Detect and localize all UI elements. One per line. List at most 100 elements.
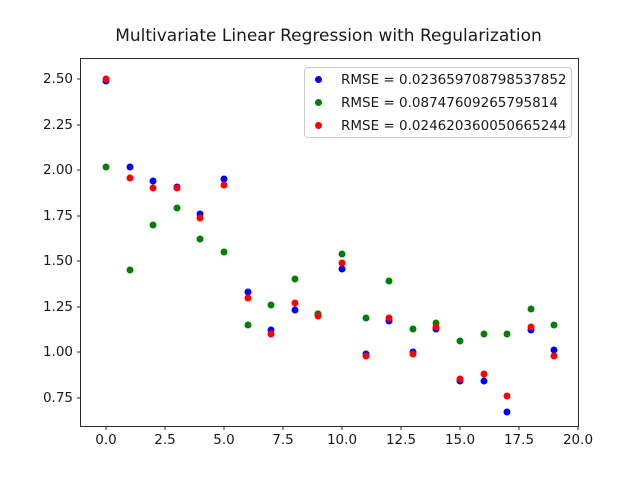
x-axis-tick-label: 12.5	[385, 432, 417, 448]
scatter-point-green	[432, 319, 440, 327]
legend-label: RMSE = 0.08747609265795814	[341, 94, 558, 111]
scatter-point-green	[196, 235, 204, 243]
scatter-point-green	[480, 330, 488, 338]
scatter-point-green	[102, 163, 110, 171]
scatter-point-green	[527, 305, 535, 313]
scatter-point-red	[291, 299, 299, 307]
x-axis-tick-mark	[341, 426, 343, 430]
scatter-point-blue	[291, 306, 299, 314]
scatter-point-red	[196, 214, 204, 222]
scatter-point-green	[244, 321, 252, 329]
scatter-point-red	[173, 184, 181, 192]
scatter-point-green	[338, 250, 346, 258]
y-axis-tick-mark	[77, 351, 81, 353]
scatter-point-green	[173, 204, 181, 212]
scatter-point-red	[102, 75, 110, 83]
x-axis-tick-label: 10.0	[326, 432, 358, 448]
y-axis-tick-label: 2.25	[42, 116, 73, 133]
legend-marker-blue-icon	[315, 76, 322, 83]
chart-title: Multivariate Linear Regression with Regu…	[115, 26, 542, 46]
x-axis-tick-mark	[105, 426, 107, 430]
scatter-point-red	[456, 375, 464, 383]
axes-frame: RMSE = 0.023659708798537852 RMSE = 0.087…	[43, 58, 593, 448]
y-axis-tick-mark	[77, 260, 81, 262]
scatter-point-red	[267, 330, 275, 338]
legend-item: RMSE = 0.023659708798537852	[311, 68, 571, 91]
legend: RMSE = 0.023659708798537852 RMSE = 0.087…	[304, 67, 572, 138]
x-axis-tick-mark	[400, 426, 402, 430]
x-axis-tick-label: 7.5	[272, 432, 294, 448]
scatter-point-blue	[267, 326, 275, 334]
scatter-point-red	[432, 323, 440, 331]
scatter-point-green	[550, 321, 558, 329]
scatter-point-red	[362, 352, 370, 360]
x-axis-tick-label: 15.0	[444, 432, 476, 448]
x-axis-tick-label: 5.0	[213, 432, 235, 448]
y-axis-tick-label: 1.75	[42, 207, 73, 224]
x-axis-tick-label: 20.0	[562, 432, 594, 448]
x-axis-tick-mark	[577, 426, 579, 430]
x-axis-tick-mark	[223, 426, 225, 430]
y-axis-tick-mark	[77, 397, 81, 399]
scatter-point-blue	[196, 210, 204, 218]
scatter-point-red	[126, 174, 134, 182]
scatter-point-red	[550, 352, 558, 360]
scatter-point-red	[409, 350, 417, 358]
y-axis-tick-label: 1.25	[42, 298, 73, 315]
scatter-point-blue	[338, 265, 346, 272]
scatter-point-red	[314, 312, 322, 320]
scatter-point-green	[149, 221, 157, 229]
scatter-point-red	[220, 181, 228, 189]
scatter-point-blue	[126, 163, 134, 171]
scatter-point-blue	[244, 288, 252, 296]
scatter-point-blue	[220, 175, 228, 183]
y-axis-tick-label: 1.50	[42, 253, 73, 270]
scatter-point-green	[220, 248, 228, 256]
y-axis-tick-label: 2.50	[42, 71, 73, 88]
y-axis-tick-label: 2.00	[42, 162, 73, 179]
y-axis-tick-label: 0.75	[42, 389, 73, 406]
scatter-point-green	[126, 266, 134, 274]
legend-label: RMSE = 0.023659708798537852	[341, 71, 567, 88]
x-axis-tick-label: 0.0	[95, 432, 117, 448]
scatter-point-green	[267, 301, 275, 309]
x-axis-tick-label: 17.5	[503, 432, 535, 448]
scatter-point-blue	[480, 377, 488, 385]
scatter-point-blue	[385, 317, 393, 325]
x-axis-tick-mark	[164, 426, 166, 430]
scatter-point-red	[149, 184, 157, 192]
scatter-point-red	[480, 370, 488, 378]
y-axis-tick-mark	[77, 169, 81, 171]
legend-item: RMSE = 0.08747609265795814	[311, 91, 571, 114]
y-axis-tick-mark	[77, 78, 81, 80]
x-axis-tick-label: 2.5	[154, 432, 176, 448]
scatter-point-blue	[527, 326, 535, 334]
scatter-point-green	[362, 314, 370, 322]
scatter-point-red	[503, 392, 511, 400]
legend-label: RMSE = 0.024620360050665244	[341, 117, 567, 134]
x-axis-tick-mark	[459, 426, 461, 430]
scatter-point-red	[244, 294, 252, 302]
scatter-point-green	[291, 275, 299, 283]
legend-marker-green-icon	[315, 99, 322, 106]
scatter-point-blue	[503, 408, 511, 416]
scatter-point-green	[409, 325, 417, 333]
scatter-point-blue	[149, 177, 157, 185]
y-axis-tick-label: 1.00	[42, 344, 73, 361]
plot-area	[81, 59, 578, 426]
legend-item: RMSE = 0.024620360050665244	[311, 114, 571, 137]
scatter-point-green	[385, 277, 393, 285]
y-axis-tick-mark	[77, 124, 81, 126]
x-axis-tick-mark	[282, 426, 284, 430]
scatter-point-red	[338, 259, 346, 267]
scatter-point-red	[527, 323, 535, 331]
x-axis-tick-mark	[518, 426, 520, 430]
y-axis-tick-mark	[77, 306, 81, 308]
scatter-point-red	[385, 314, 393, 322]
legend-marker-red-icon	[315, 122, 322, 129]
scatter-point-green	[456, 337, 464, 345]
scatter-point-green	[503, 330, 511, 338]
y-axis-tick-mark	[77, 215, 81, 217]
scatter-point-blue	[550, 346, 558, 354]
